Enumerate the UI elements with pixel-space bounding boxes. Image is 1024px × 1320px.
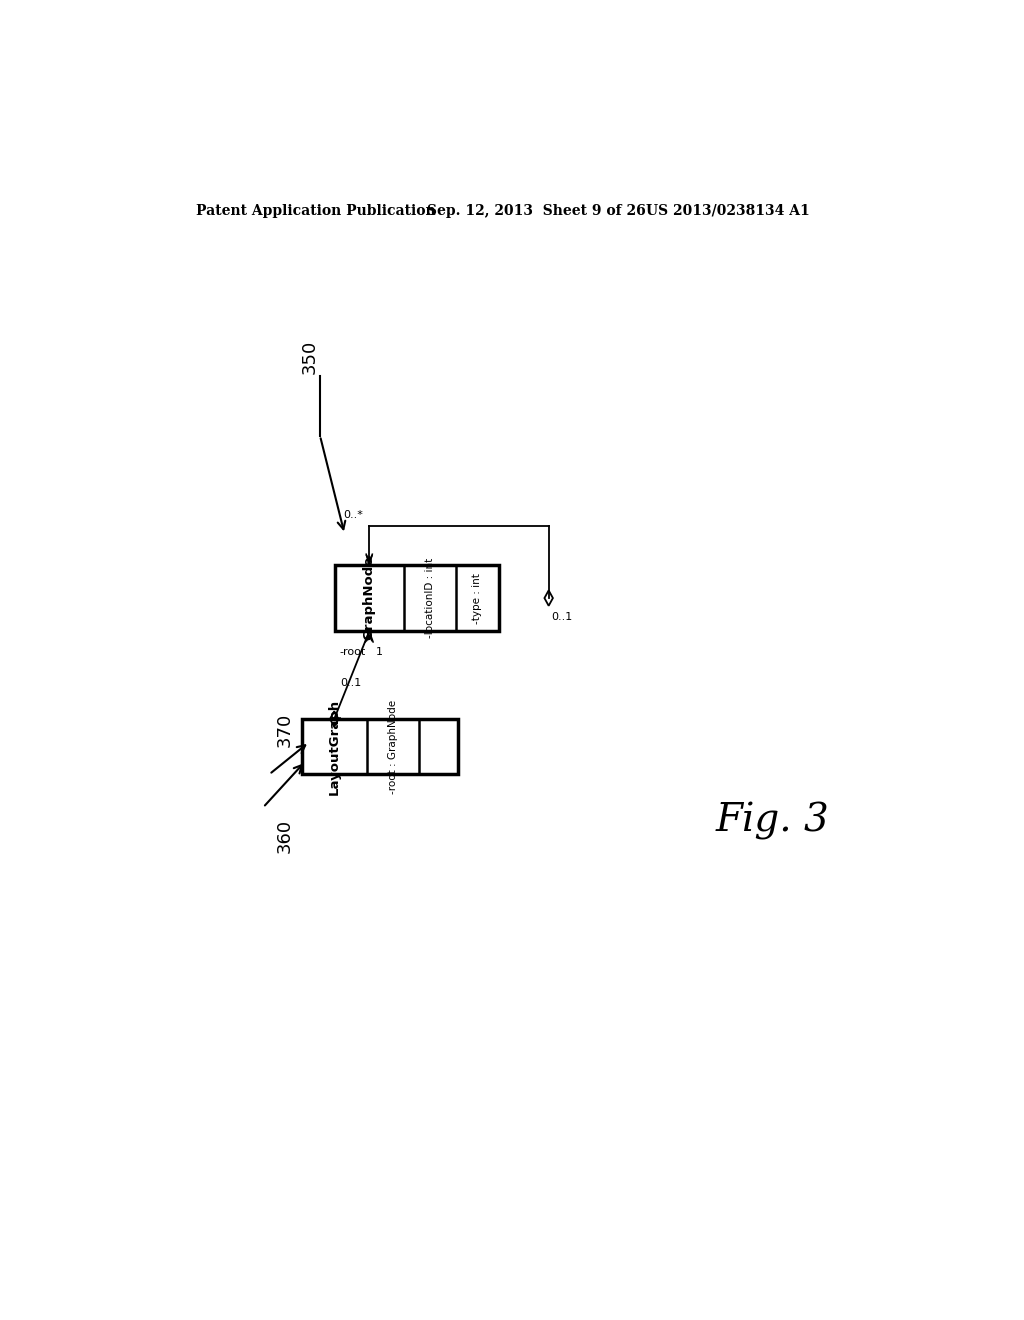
Bar [301, 719, 458, 775]
Text: Sep. 12, 2013  Sheet 9 of 26: Sep. 12, 2013 Sheet 9 of 26 [427, 203, 646, 218]
Text: -root : GraphNode: -root : GraphNode [388, 700, 398, 793]
Text: Patent Application Publication: Patent Application Publication [196, 203, 435, 218]
Text: 0..*: 0..* [343, 511, 364, 520]
Text: -type : int: -type : int [472, 573, 482, 623]
Text: -root: -root [339, 647, 366, 656]
Text: 350: 350 [300, 341, 318, 374]
Bar [335, 565, 499, 631]
Text: 0..1: 0..1 [340, 677, 361, 688]
Text: US 2013/0238134 A1: US 2013/0238134 A1 [646, 203, 810, 218]
Text: LayoutGraph: LayoutGraph [328, 698, 341, 795]
Text: -locationID : int: -locationID : int [425, 558, 435, 638]
Text: 360: 360 [275, 818, 294, 853]
Text: 0..1: 0..1 [552, 612, 573, 622]
Text: Fig. 3: Fig. 3 [716, 801, 829, 840]
Text: 1: 1 [376, 647, 382, 656]
Text: GraphNode: GraphNode [362, 556, 376, 640]
Text: 370: 370 [275, 713, 294, 747]
